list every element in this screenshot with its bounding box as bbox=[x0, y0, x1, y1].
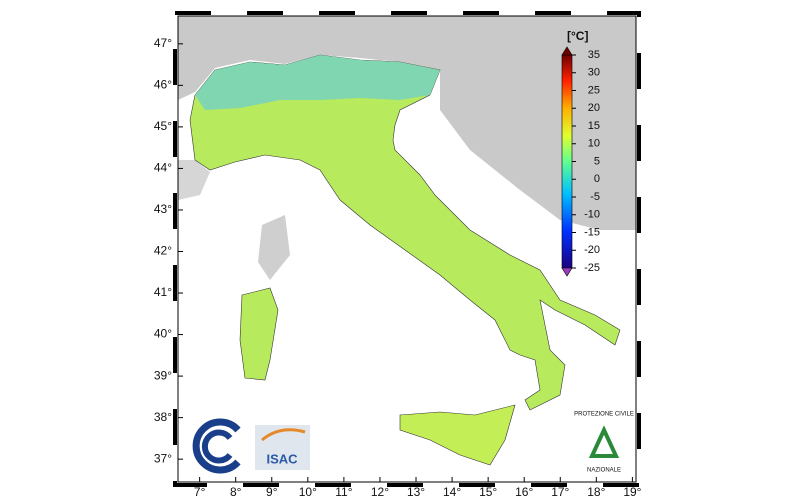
x-tick-label: 10° bbox=[299, 485, 317, 499]
colorbar-tick-label: 0 bbox=[594, 173, 600, 185]
y-tick-label: 41° bbox=[154, 285, 172, 299]
logo-protezione-civile: PROTEZIONE CIVILE NAZIONALE bbox=[574, 412, 634, 474]
frame-border bbox=[173, 11, 641, 487]
y-tick-label: 39° bbox=[154, 368, 172, 382]
colorbar-label: [°C] bbox=[567, 29, 588, 43]
y-tick-label: 38° bbox=[154, 410, 172, 424]
x-tick-label: 19° bbox=[623, 485, 641, 499]
colorbar-tick-label: 15 bbox=[588, 120, 600, 132]
logo-text: PROTEZIONE CIVILE bbox=[574, 412, 634, 418]
x-tick-label: 7° bbox=[194, 485, 206, 499]
logo-text: ISAC bbox=[266, 451, 298, 466]
alps-cold bbox=[195, 55, 440, 110]
colorbar-tick-label: 20 bbox=[588, 102, 600, 114]
logo-isac: ISAC bbox=[255, 425, 310, 470]
y-tick-label: 42° bbox=[154, 244, 172, 258]
x-tick-label: 15° bbox=[479, 485, 497, 499]
x-tick-label: 14° bbox=[443, 485, 461, 499]
y-tick-label: 43° bbox=[154, 202, 172, 216]
colorbar-arrow bbox=[561, 46, 573, 56]
logo-arc bbox=[192, 418, 241, 474]
x-tick-label: 12° bbox=[371, 485, 389, 499]
sicily bbox=[399, 404, 516, 466]
x-tick-label: 17° bbox=[551, 485, 569, 499]
colorbar-tick-label: -10 bbox=[584, 209, 600, 221]
colorbar-tick-label: 5 bbox=[594, 155, 600, 167]
colorbar-tick-label: 25 bbox=[588, 84, 600, 96]
colorbar-tick-label: -25 bbox=[584, 262, 600, 274]
x-tick-label: 11° bbox=[335, 485, 352, 499]
x-tick-label: 8° bbox=[230, 485, 242, 499]
y-tick-label: 46° bbox=[154, 78, 172, 92]
frame bbox=[177, 15, 637, 483]
colorbar: [°C] 35 30 25 20 15 10 5 0 -5 -10 -15 -20 -25 bbox=[561, 29, 600, 277]
colorbar-scale bbox=[561, 54, 573, 269]
relief bbox=[178, 160, 210, 200]
colorbar-tick-label: 35 bbox=[588, 49, 600, 61]
sardinia bbox=[239, 287, 279, 381]
y-tick-label: 44° bbox=[154, 161, 172, 175]
colorbar-tick-label: 30 bbox=[588, 67, 600, 79]
corsica bbox=[258, 215, 290, 280]
logo-text: NAZIONALE bbox=[587, 468, 621, 474]
map-area bbox=[173, 11, 641, 487]
x-tick-label: 18° bbox=[587, 485, 605, 499]
x-tick-label: 9° bbox=[266, 485, 278, 499]
colorbar-tick-label: -15 bbox=[584, 226, 600, 238]
logo-swoosh bbox=[261, 428, 306, 442]
logo-arc bbox=[201, 429, 233, 464]
y-tick-label: 37° bbox=[154, 451, 172, 465]
colorbar-arrow bbox=[561, 267, 573, 277]
colorbar-tick-label: 10 bbox=[588, 138, 600, 150]
y-tick-label: 40° bbox=[154, 327, 172, 341]
logo-triangle bbox=[588, 425, 620, 458]
logo-cnr bbox=[185, 418, 247, 474]
y-tick-label: 47° bbox=[154, 36, 172, 50]
colorbar-tick-label: -5 bbox=[590, 191, 600, 203]
x-tick-label: 16° bbox=[515, 485, 533, 499]
x-tick-label: 13° bbox=[407, 485, 425, 499]
relief bbox=[178, 16, 636, 230]
y-tick-label: 45° bbox=[154, 119, 172, 133]
colorbar-tick-label: -20 bbox=[584, 244, 600, 256]
